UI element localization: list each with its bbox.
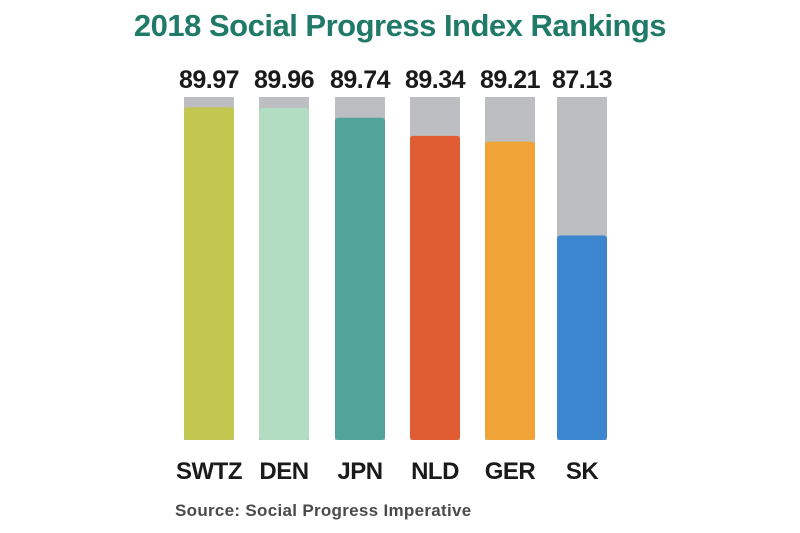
value-label-ger: 89.21 (480, 66, 541, 94)
bar-den (259, 107, 309, 441)
value-label-den: 89.96 (254, 66, 314, 94)
value-label-jpn: 89.74 (330, 66, 391, 94)
category-label-swtz: SWTZ (176, 458, 242, 485)
value-label-nld: 89.34 (405, 66, 466, 94)
category-label-den: DEN (259, 458, 308, 485)
value-label-sk: 87.13 (552, 66, 612, 94)
category-label-nld: NLD (411, 458, 459, 485)
bar-nld (410, 135, 460, 440)
bar-sk (557, 235, 607, 440)
bar-ger (485, 141, 535, 440)
value-label-swtz: 89.97 (179, 66, 239, 94)
source-note: Source: Social Progress Imperative (175, 501, 472, 520)
category-label-ger: GER (485, 458, 536, 485)
category-label-sk: SK (566, 458, 600, 485)
bar-swtz (184, 107, 234, 441)
bar-jpn (335, 117, 385, 440)
chart-title: 2018 Social Progress Index Rankings (133, 8, 667, 43)
category-label-jpn: JPN (337, 458, 382, 485)
